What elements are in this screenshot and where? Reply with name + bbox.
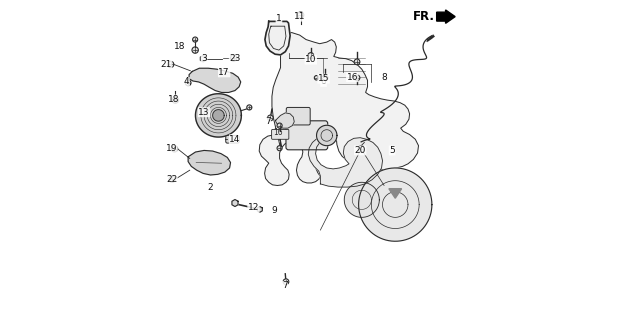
Text: 17: 17 [219, 68, 230, 77]
Text: 7: 7 [265, 117, 271, 126]
Polygon shape [195, 94, 241, 137]
Polygon shape [344, 182, 379, 217]
Circle shape [192, 47, 198, 53]
Text: 2: 2 [208, 183, 214, 192]
Polygon shape [259, 33, 418, 186]
Text: 20: 20 [355, 146, 366, 155]
Text: 8: 8 [381, 73, 387, 82]
Text: 11: 11 [294, 12, 305, 21]
Text: 19: 19 [166, 144, 177, 153]
Text: 10: 10 [305, 55, 317, 64]
Circle shape [193, 37, 198, 42]
Circle shape [168, 61, 174, 68]
FancyBboxPatch shape [225, 135, 239, 143]
Text: 13: 13 [198, 108, 210, 117]
Polygon shape [265, 21, 290, 55]
Text: 9: 9 [271, 206, 277, 215]
Text: 6: 6 [321, 77, 327, 86]
Polygon shape [257, 206, 263, 212]
Text: 16: 16 [347, 73, 358, 82]
Polygon shape [308, 135, 382, 187]
Circle shape [230, 55, 237, 61]
Circle shape [169, 176, 175, 182]
Circle shape [298, 12, 304, 18]
Circle shape [277, 123, 282, 128]
Text: 18: 18 [168, 95, 180, 104]
Text: 1: 1 [276, 14, 282, 23]
Text: 5: 5 [389, 146, 395, 155]
Polygon shape [200, 55, 206, 62]
Text: 7: 7 [282, 281, 288, 290]
Text: 3: 3 [201, 53, 207, 62]
Polygon shape [213, 110, 224, 121]
Circle shape [185, 80, 191, 86]
Polygon shape [232, 199, 238, 206]
FancyBboxPatch shape [286, 108, 310, 125]
Text: 16: 16 [274, 127, 283, 137]
Circle shape [247, 105, 252, 110]
Circle shape [358, 146, 364, 152]
Circle shape [268, 115, 273, 121]
Polygon shape [389, 189, 402, 198]
Text: 12: 12 [248, 203, 259, 212]
Circle shape [354, 59, 360, 65]
Circle shape [171, 146, 178, 152]
Circle shape [354, 75, 360, 81]
Text: 4: 4 [184, 77, 190, 86]
Polygon shape [189, 68, 241, 92]
FancyArrow shape [436, 10, 455, 23]
Circle shape [308, 52, 313, 58]
Circle shape [315, 76, 319, 80]
Text: FR.: FR. [413, 10, 435, 23]
Text: 23: 23 [229, 53, 241, 62]
Text: 18: 18 [175, 42, 186, 52]
Circle shape [283, 279, 289, 284]
Circle shape [172, 97, 178, 103]
Polygon shape [317, 125, 337, 146]
Text: 22: 22 [166, 175, 177, 184]
FancyBboxPatch shape [286, 121, 328, 150]
Polygon shape [188, 150, 230, 175]
Text: 15: 15 [318, 74, 329, 83]
Circle shape [277, 146, 282, 151]
Text: 14: 14 [229, 135, 241, 144]
FancyBboxPatch shape [272, 129, 289, 139]
Polygon shape [359, 168, 432, 241]
Polygon shape [276, 113, 295, 128]
Circle shape [322, 75, 328, 81]
Text: 21: 21 [161, 60, 172, 69]
